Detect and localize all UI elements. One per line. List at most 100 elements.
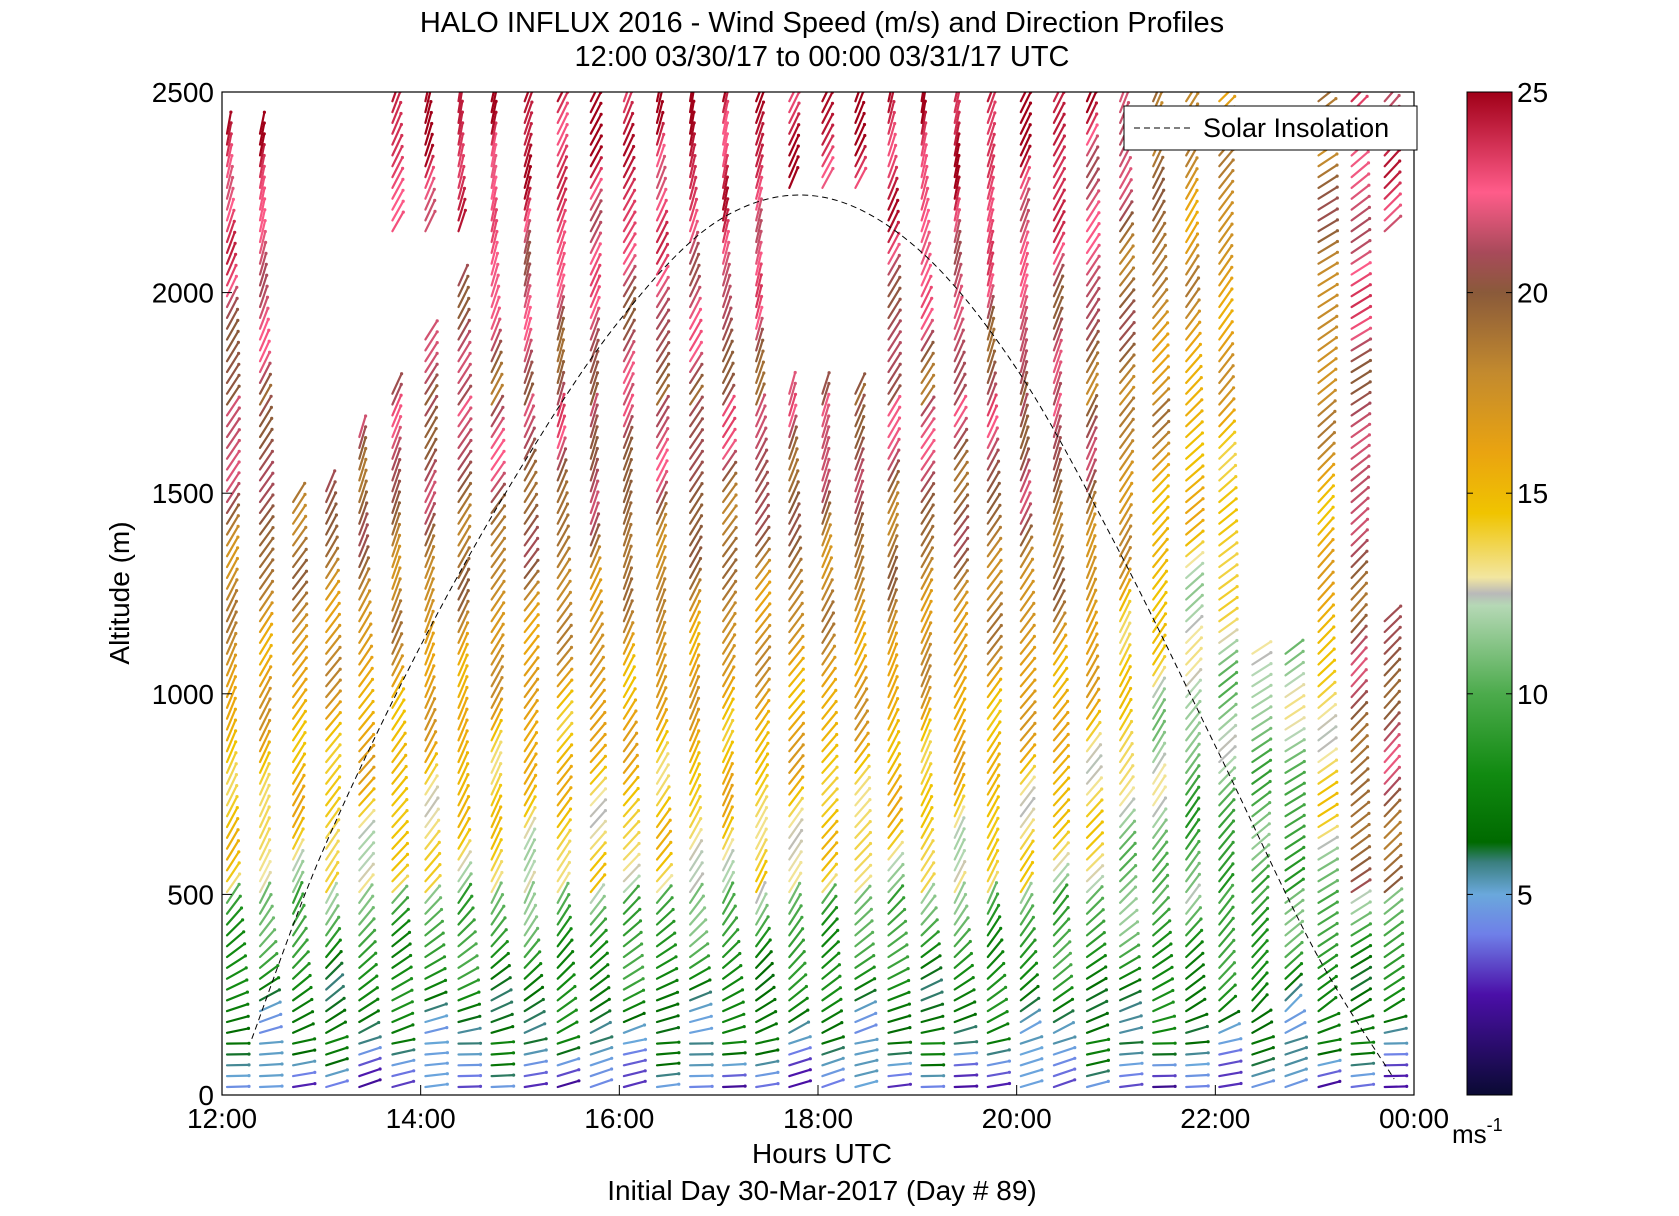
wind-vector-head	[336, 568, 340, 572]
wind-vector	[721, 197, 729, 222]
wind-vector-head	[567, 893, 571, 897]
wind-vector-head	[1162, 687, 1166, 691]
wind-vector	[887, 943, 909, 959]
wind-vector	[258, 417, 273, 439]
wind-vector-head	[1134, 897, 1138, 901]
wind-vector-head	[313, 1037, 317, 1041]
wind-vector-head	[734, 471, 738, 475]
wind-vector-head	[599, 589, 603, 593]
wind-vector-head	[398, 577, 402, 581]
wind-vector	[424, 210, 437, 233]
wind-vector-head	[996, 816, 1000, 820]
wind-vector	[721, 1025, 746, 1034]
wind-vector-head	[866, 720, 870, 724]
wind-vector-head	[931, 524, 935, 529]
wind-vector	[292, 667, 308, 688]
wind-vector	[589, 242, 602, 265]
wind-vector	[986, 938, 1003, 959]
wind-vector	[688, 482, 704, 504]
wind-vector-head	[608, 1020, 612, 1025]
wind-vector-head	[1026, 241, 1030, 245]
wind-vector	[589, 199, 603, 222]
wind-vector-head	[697, 729, 701, 733]
wind-vector	[755, 699, 770, 720]
wind-vector	[424, 513, 436, 536]
wind-vector-head	[528, 305, 532, 309]
wind-vector-head	[301, 859, 305, 864]
wind-vector-head	[1063, 622, 1067, 626]
wind-vector	[457, 966, 479, 980]
wind-vector	[688, 92, 695, 114]
wind-vector	[490, 893, 504, 915]
wind-vector	[755, 482, 769, 504]
wind-vector	[755, 241, 763, 265]
wind-vector	[556, 613, 573, 634]
wind-vector	[953, 644, 968, 666]
wind-vector	[1118, 364, 1136, 384]
wind-vector	[688, 110, 696, 135]
wind-vector-head	[570, 743, 574, 747]
wind-vector-head	[1165, 840, 1169, 844]
wind-vector	[1052, 264, 1065, 287]
wind-vector	[788, 700, 805, 720]
wind-vector-head	[999, 623, 1003, 628]
wind-vector	[755, 295, 763, 319]
wind-vector	[655, 931, 676, 948]
wind-vector-head	[965, 438, 969, 442]
wind-vector-head	[677, 1051, 681, 1055]
wind-vector	[589, 589, 603, 612]
wind-vector-head	[1059, 501, 1063, 505]
wind-vector	[1052, 929, 1071, 948]
wind-vector-head	[1028, 101, 1033, 105]
wind-vector-head	[967, 928, 971, 932]
wind-vector-head	[643, 1037, 648, 1041]
wind-vector	[424, 763, 438, 785]
wind-vector	[655, 1072, 680, 1078]
wind-vector	[655, 588, 666, 612]
wind-vector	[953, 860, 966, 883]
wind-vector	[225, 686, 237, 709]
wind-vector-head	[501, 394, 505, 398]
wind-vector-head	[942, 1063, 946, 1067]
wind-vector-head	[801, 711, 806, 715]
wind-vector	[986, 92, 997, 114]
wind-vector	[325, 558, 339, 580]
wind-vector-head	[898, 275, 902, 279]
wind-vector	[424, 908, 443, 926]
wind-vector	[688, 143, 696, 168]
wind-vector-head	[663, 566, 667, 570]
wind-vector	[655, 943, 677, 959]
wind-vector	[556, 177, 568, 200]
wind-vector-head	[730, 794, 734, 798]
wind-vector	[1118, 450, 1134, 471]
wind-vector-head	[598, 242, 602, 246]
wind-vector	[457, 906, 475, 926]
wind-vector-head	[338, 764, 342, 768]
wind-vector-head	[994, 382, 998, 386]
wind-vector-head	[798, 893, 802, 897]
wind-vector	[490, 590, 505, 612]
wind-vector-head	[1104, 976, 1108, 981]
wind-vector-head	[411, 1011, 415, 1015]
wind-vector	[854, 643, 867, 666]
wind-vector	[1152, 623, 1167, 644]
wind-vector	[1052, 92, 1065, 114]
wind-vector	[953, 241, 962, 265]
wind-vector-head	[338, 938, 342, 942]
wind-vector-head	[931, 329, 935, 333]
wind-vector	[755, 881, 767, 904]
wind-vector	[325, 722, 342, 742]
wind-vector-head	[992, 316, 996, 320]
wind-vector-head	[708, 990, 713, 994]
wind-vector	[688, 978, 712, 991]
wind-vector-head	[670, 874, 674, 878]
wind-vector-head	[794, 403, 798, 407]
wind-vector	[1019, 220, 1030, 244]
wind-vector	[1019, 252, 1029, 276]
wind-vector-head	[631, 382, 635, 387]
wind-vector-head	[633, 199, 637, 203]
wind-vector	[358, 622, 372, 644]
wind-vector	[258, 940, 277, 959]
wind-vector	[490, 928, 508, 948]
wind-vector-head	[1103, 942, 1107, 946]
